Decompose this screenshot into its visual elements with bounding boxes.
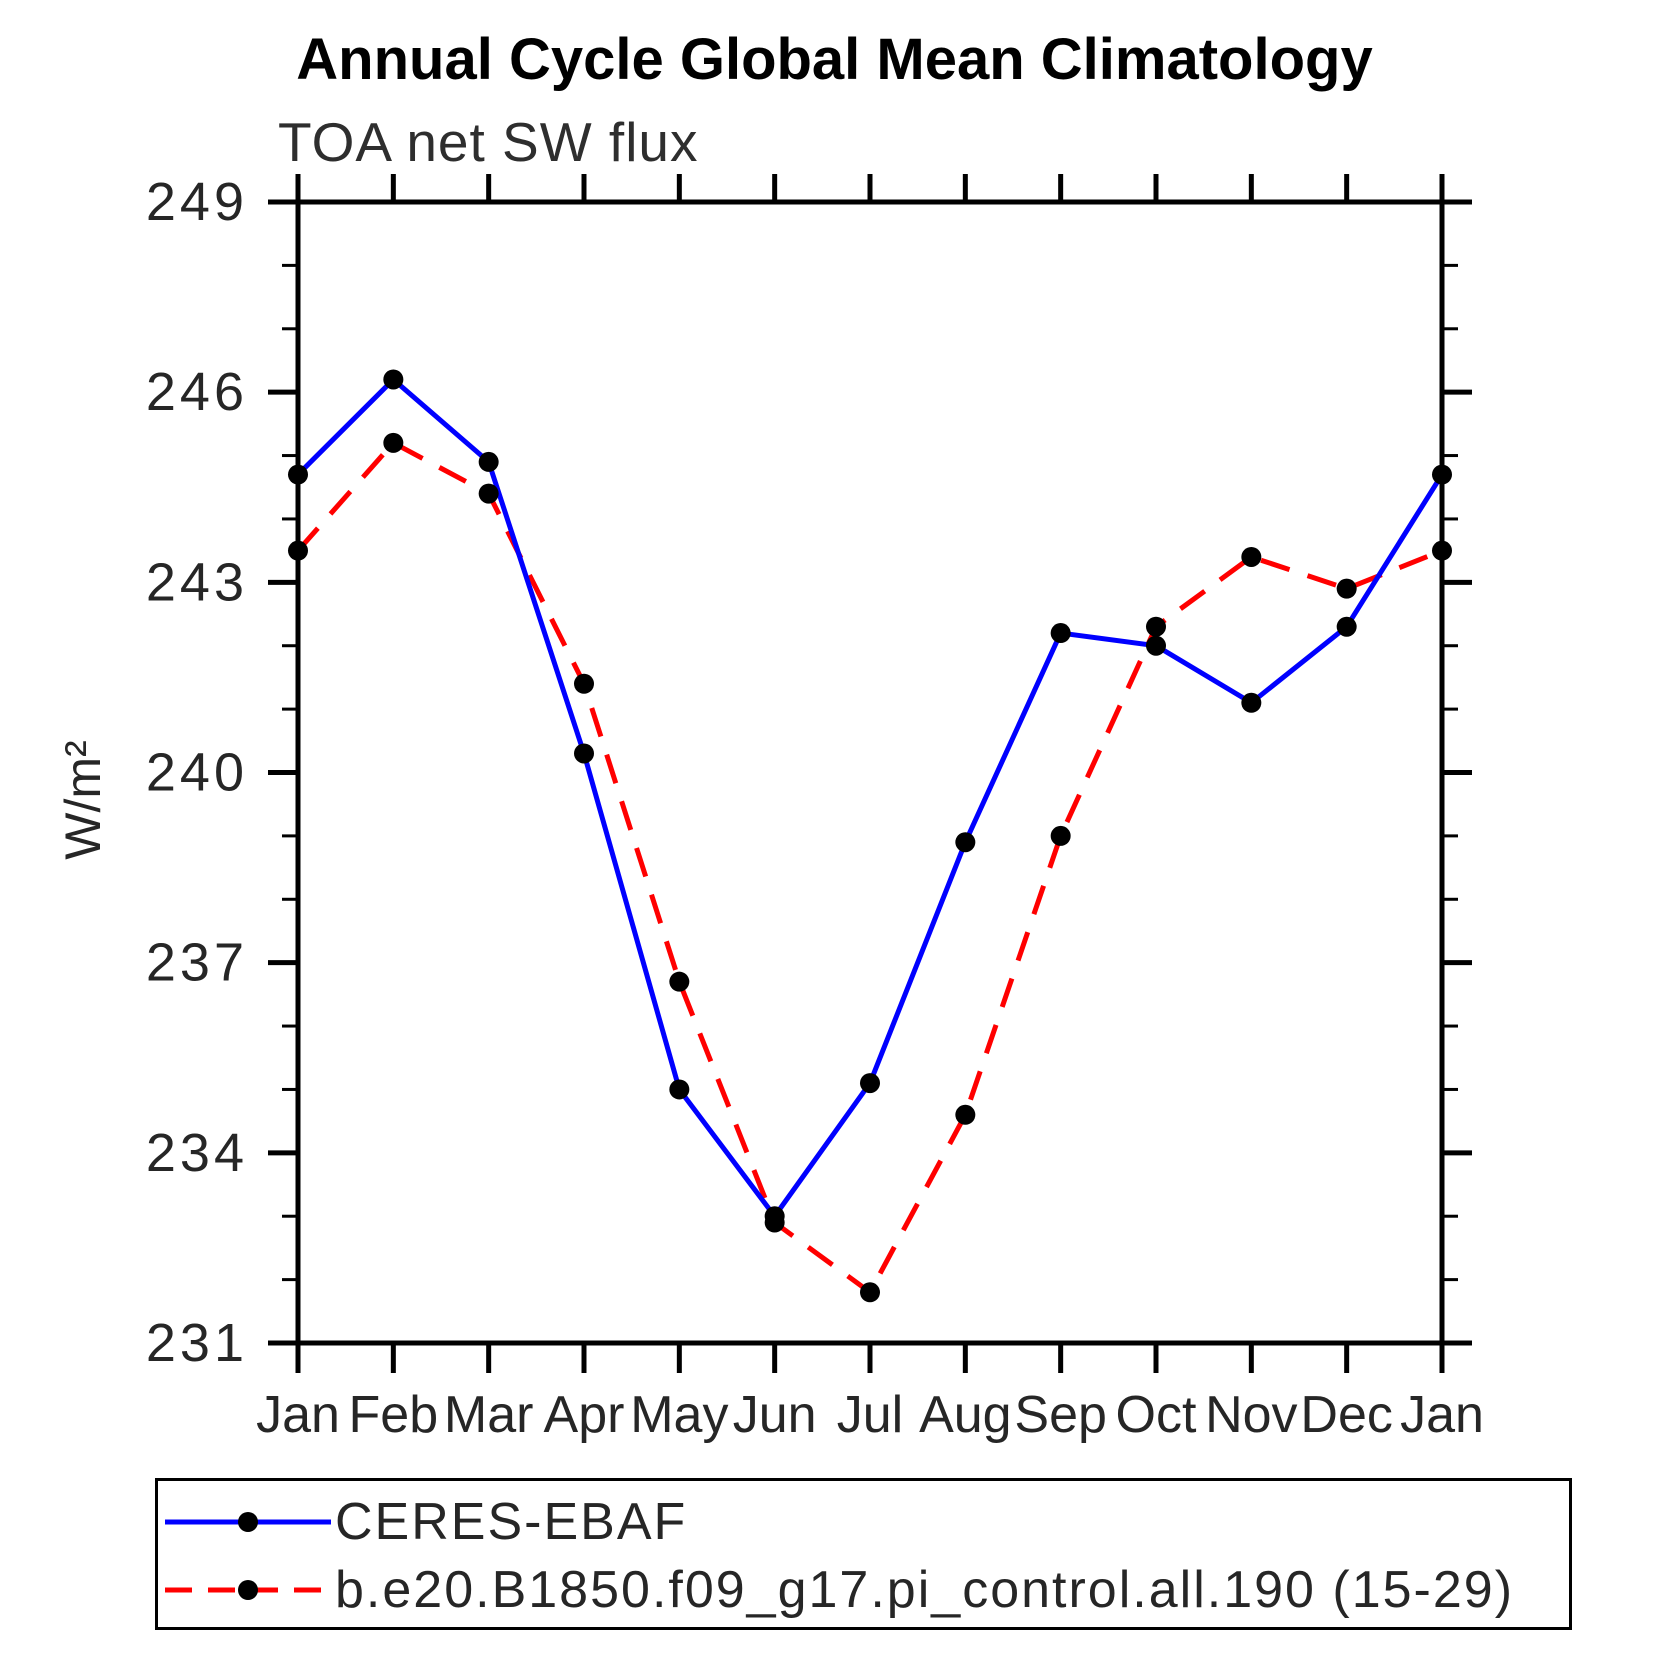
y-tick-label: 234 — [146, 1123, 248, 1183]
data-point-marker — [955, 832, 976, 853]
legend-label-ceres-ebaf: CERES-EBAF — [335, 1493, 688, 1551]
data-point-marker — [860, 1282, 880, 1303]
x-tick-label: Nov — [1205, 1386, 1297, 1444]
legend: CERES-EBAF b.e20.B1850.f09_g17.pi_contro… — [155, 1478, 1572, 1630]
data-point-marker — [574, 673, 594, 694]
data-point-marker — [860, 1073, 880, 1094]
legend-item-model: b.e20.B1850.f09_g17.pi_control.all.190 (… — [163, 1560, 1514, 1620]
data-point-marker — [1336, 578, 1357, 599]
legend-marker-dot — [238, 1580, 258, 1600]
x-tick-label: Feb — [349, 1386, 439, 1444]
data-point-marker — [1146, 616, 1166, 637]
data-point-marker — [288, 540, 308, 561]
y-tick-label: 243 — [146, 552, 248, 612]
data-point-marker — [478, 451, 499, 472]
y-tick-label: 249 — [146, 172, 248, 232]
legend-label-model: b.e20.B1850.f09_g17.pi_control.all.190 (… — [335, 1561, 1515, 1619]
legend-line-swatch-dashed — [165, 1580, 331, 1600]
data-point-marker — [383, 432, 404, 453]
y-tick-label: 240 — [146, 743, 248, 803]
x-tick-label: Jan — [1400, 1386, 1484, 1444]
legend-marker-dot — [238, 1512, 258, 1532]
x-tick-label: Mar — [444, 1386, 534, 1444]
y-tick-label: 246 — [146, 362, 248, 422]
x-tick-label: May — [630, 1386, 728, 1444]
y-tick-label: 237 — [146, 933, 248, 993]
x-tick-label: Dec — [1300, 1386, 1392, 1444]
x-tick-label: Oct — [1116, 1386, 1197, 1444]
data-point-marker — [1241, 546, 1262, 567]
data-point-marker — [1336, 616, 1357, 637]
x-tick-label: Jan — [256, 1386, 340, 1444]
x-tick-label: Apr — [544, 1386, 625, 1444]
data-point-marker — [1432, 540, 1452, 561]
chart-title: Annual Cycle Global Mean Climatology — [296, 27, 1373, 92]
data-point-marker — [288, 464, 308, 485]
data-point-marker — [669, 971, 690, 992]
x-tick-label: Jul — [837, 1386, 903, 1444]
data-point-marker — [764, 1212, 785, 1233]
data-point-marker — [1050, 825, 1071, 846]
chart-subtitle: TOA net SW flux — [278, 111, 699, 173]
legend-item-ceres-ebaf: CERES-EBAF — [163, 1492, 687, 1552]
y-axis-title: W/m² — [55, 740, 111, 859]
data-point-marker — [1146, 635, 1166, 656]
data-point-marker — [478, 483, 499, 504]
series-line-1 — [296, 439, 1443, 1297]
data-point-marker — [955, 1104, 976, 1125]
data-point-marker — [1432, 464, 1452, 485]
y-tick-label: 231 — [146, 1313, 248, 1373]
data-point-marker — [383, 369, 404, 390]
x-tick-label: Jun — [733, 1386, 817, 1444]
data-point-marker — [669, 1079, 690, 1100]
plot-frame — [295, 199, 1445, 1346]
x-tick-label: Sep — [1014, 1386, 1107, 1444]
legend-line-swatch-solid — [165, 1512, 331, 1532]
data-point-marker — [1241, 692, 1262, 713]
data-point-marker — [1050, 623, 1071, 644]
data-point-marker — [574, 743, 594, 764]
x-tick-label: Aug — [919, 1386, 1012, 1444]
